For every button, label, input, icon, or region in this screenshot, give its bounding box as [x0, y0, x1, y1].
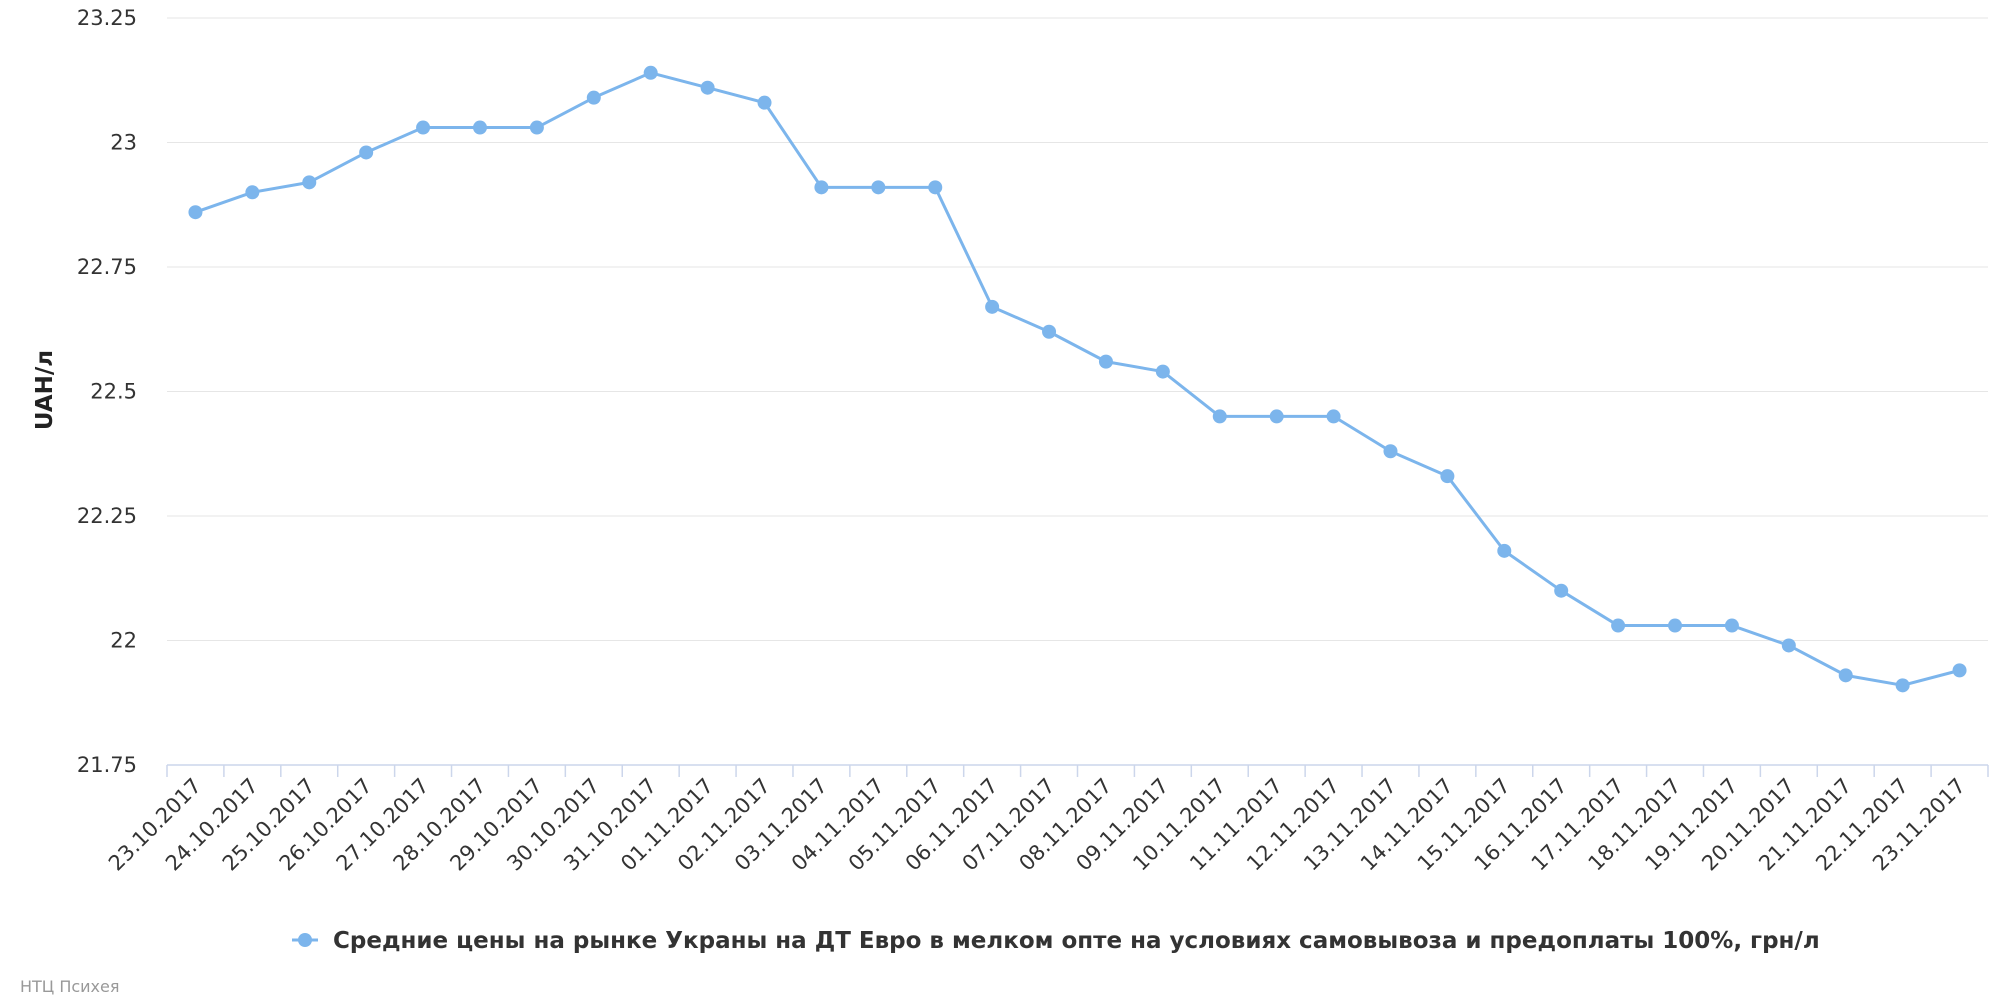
y-axis-label: UAH/л: [32, 350, 58, 430]
data-point[interactable]: [814, 180, 829, 195]
data-point[interactable]: [1042, 324, 1057, 339]
legend[interactable]: Средние цены на рынке Украны на ДТ Евро …: [292, 928, 1820, 954]
data-point[interactable]: [1497, 543, 1512, 558]
series: [188, 65, 1967, 693]
data-point[interactable]: [1838, 668, 1853, 683]
data-point[interactable]: [1554, 583, 1569, 598]
y-axis: 21.75 22 22.25 22.5 22.75 23 23.25: [77, 6, 137, 777]
y-tick-label: 22.5: [90, 380, 137, 404]
data-point[interactable]: [1895, 678, 1910, 693]
data-point[interactable]: [1269, 409, 1284, 424]
data-point[interactable]: [1098, 354, 1113, 369]
chart-credit[interactable]: НТЦ Психея: [20, 977, 119, 996]
legend-dot-marker: [298, 933, 312, 947]
y-tick-label: 21.75: [77, 753, 137, 777]
data-point[interactable]: [1952, 663, 1967, 678]
y-tick-label: 22.75: [77, 255, 137, 279]
data-point[interactable]: [586, 90, 601, 105]
data-point[interactable]: [871, 180, 886, 195]
data-point[interactable]: [1611, 618, 1626, 633]
data-point[interactable]: [700, 80, 715, 95]
data-point[interactable]: [1212, 409, 1227, 424]
data-point[interactable]: [472, 120, 487, 135]
data-point[interactable]: [1668, 618, 1683, 633]
data-point[interactable]: [302, 175, 317, 190]
data-point[interactable]: [1326, 409, 1341, 424]
y-tick-label: 22.25: [77, 504, 137, 528]
series-line: [193, 71, 1962, 687]
data-point[interactable]: [1724, 618, 1739, 633]
data-point[interactable]: [359, 145, 374, 160]
data-point[interactable]: [985, 299, 1000, 314]
data-point[interactable]: [1383, 444, 1398, 459]
data-point[interactable]: [643, 65, 658, 80]
data-point[interactable]: [928, 180, 943, 195]
grid-lines: [167, 17, 1988, 641]
y-tick-label: 22: [110, 629, 137, 653]
x-axis: 23.10.201724.10.201725.10.201726.10.2017…: [104, 764, 1989, 876]
data-point[interactable]: [529, 120, 544, 135]
data-point[interactable]: [757, 95, 772, 110]
data-point[interactable]: [1781, 638, 1796, 653]
data-point[interactable]: [188, 205, 203, 220]
legend-label[interactable]: Средние цены на рынке Украны на ДТ Евро …: [333, 928, 1820, 954]
data-point[interactable]: [245, 185, 260, 200]
data-point[interactable]: [416, 120, 431, 135]
data-point[interactable]: [1440, 469, 1455, 484]
y-tick-label: 23: [110, 131, 137, 155]
data-point[interactable]: [1155, 364, 1170, 379]
y-tick-label: 23.25: [77, 6, 137, 30]
